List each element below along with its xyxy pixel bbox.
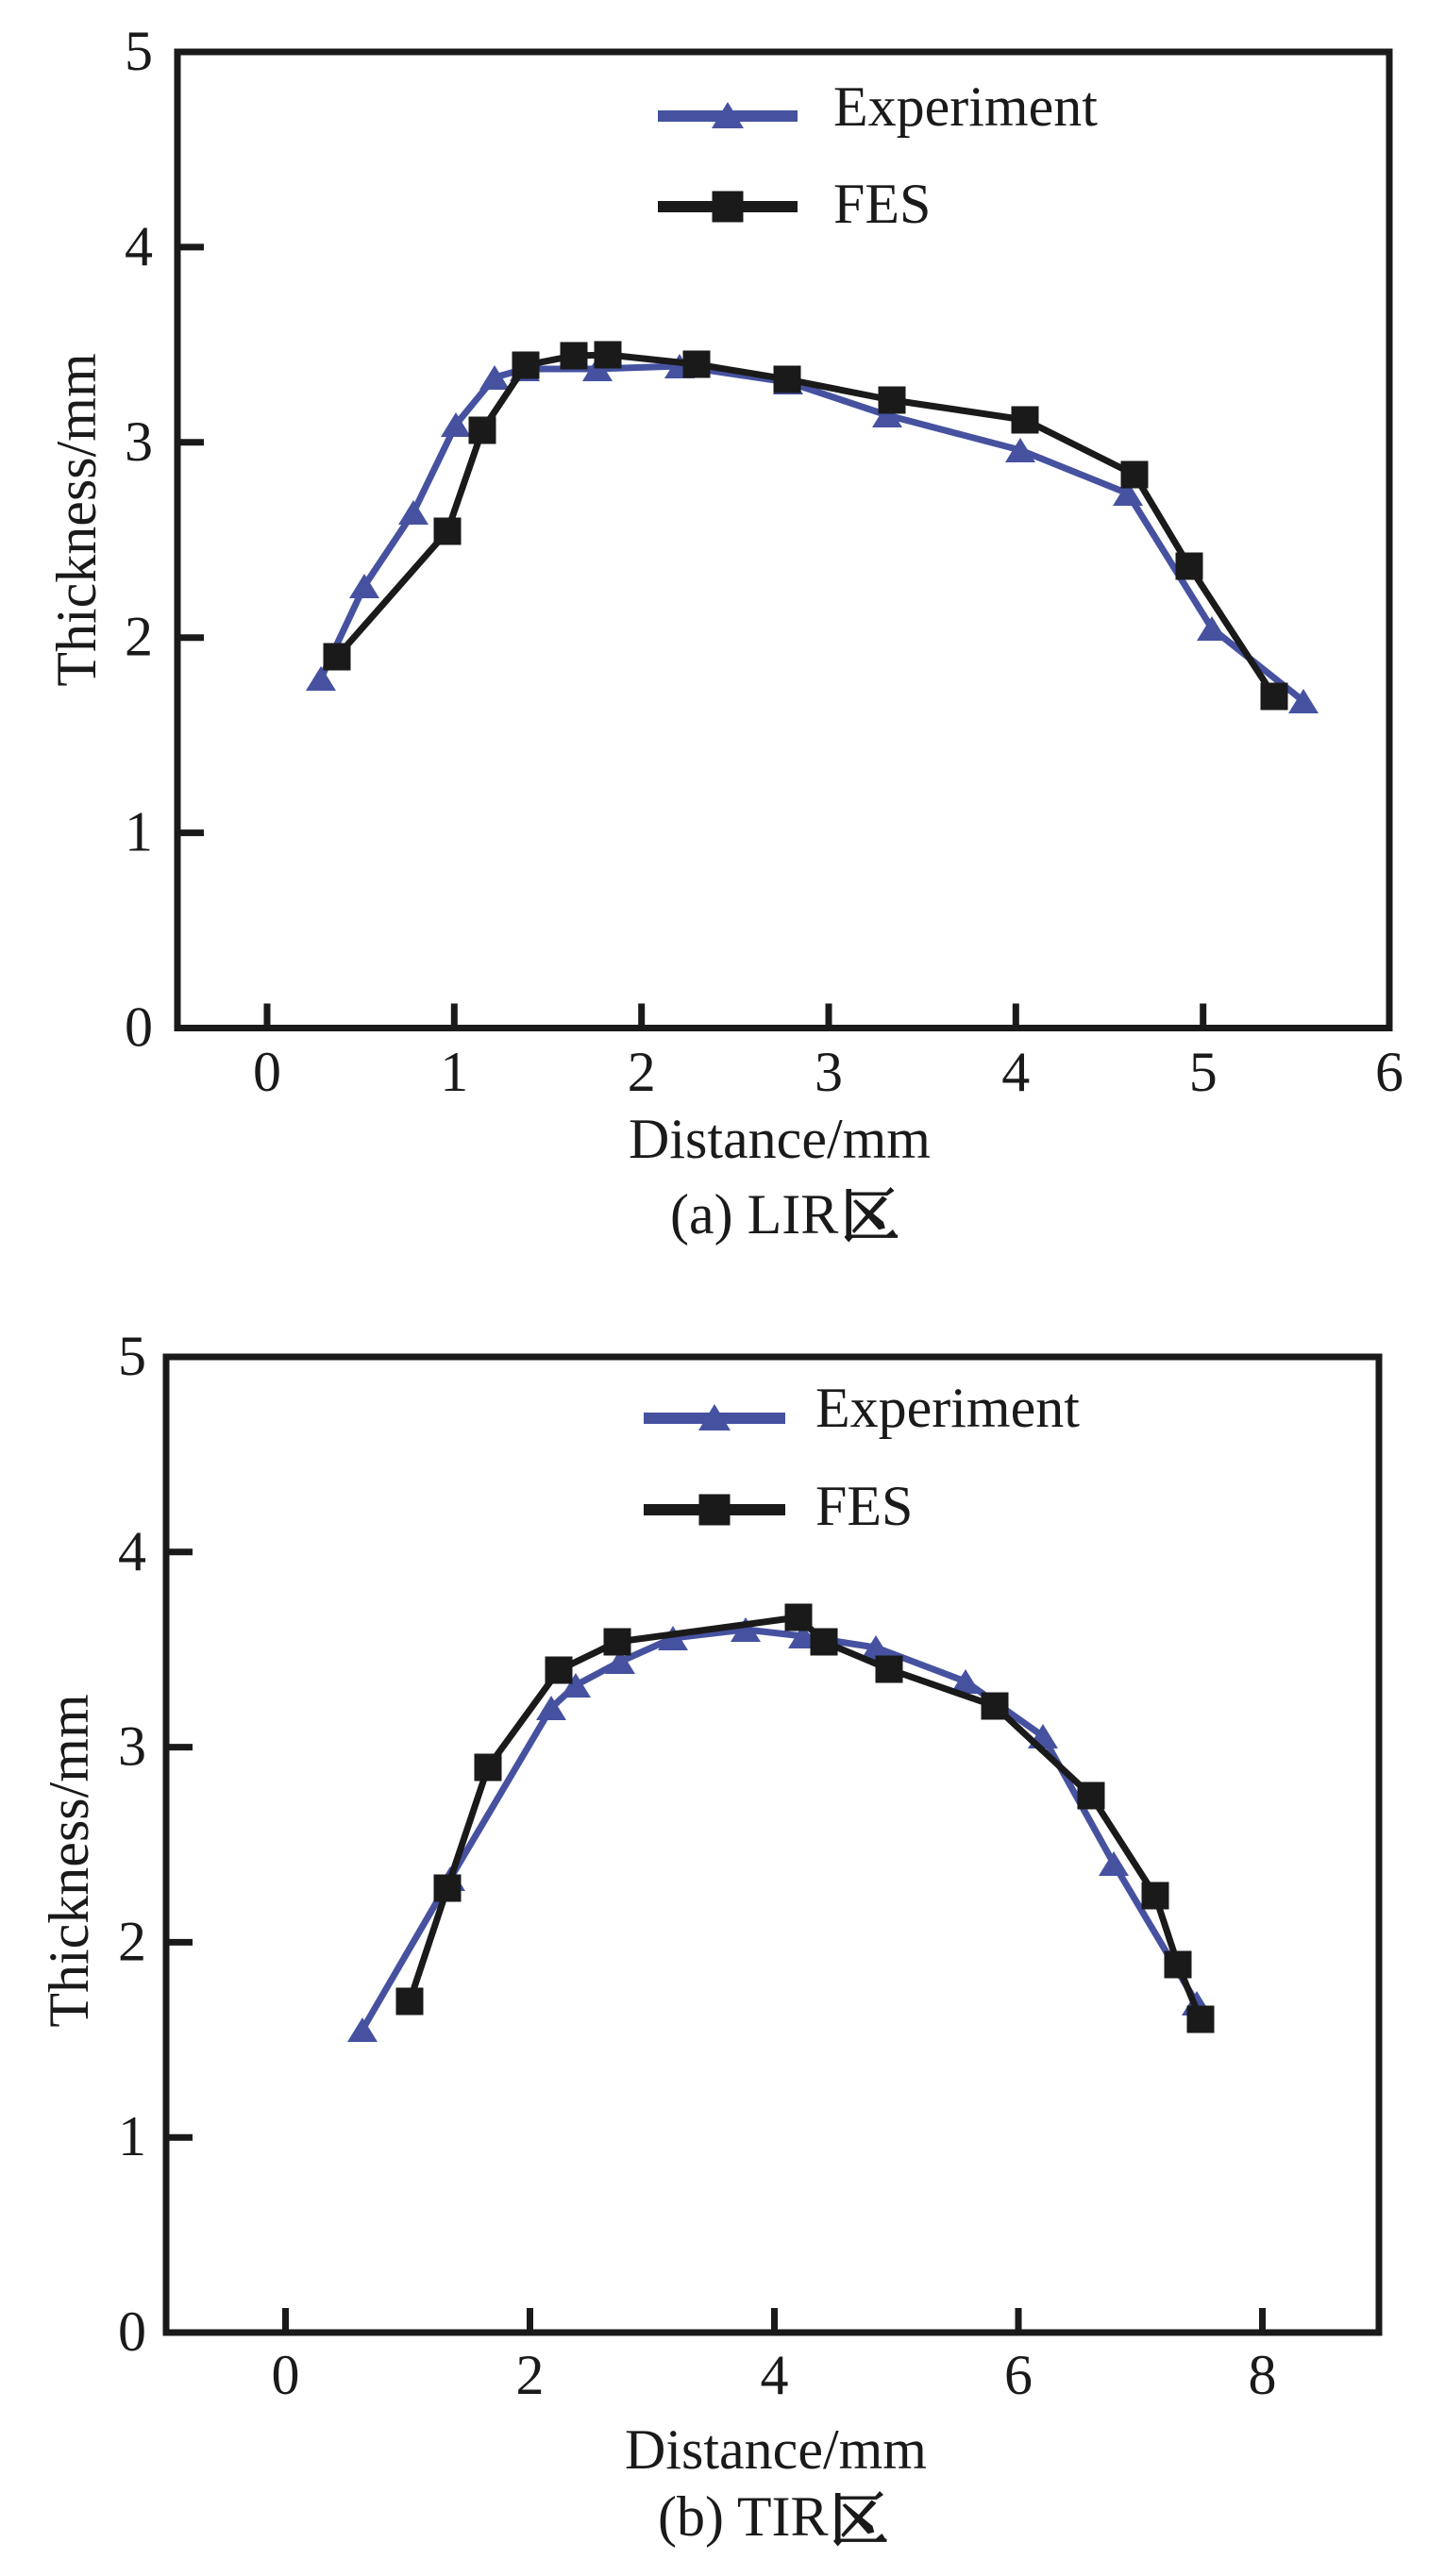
svg-text:1: 1: [440, 1041, 468, 1103]
svg-text:Thickness/mm: Thickness/mm: [38, 1694, 100, 2027]
svg-text:1: 1: [118, 2105, 146, 2167]
svg-text:0: 0: [118, 2300, 146, 2363]
svg-text:4: 4: [761, 2344, 789, 2406]
svg-text:2: 2: [118, 1910, 146, 1972]
svg-text:(b) TIR: (b) TIR: [658, 2485, 829, 2548]
svg-text:3: 3: [125, 410, 153, 473]
svg-text:3: 3: [815, 1041, 843, 1103]
svg-text:5: 5: [125, 20, 153, 82]
svg-text:0: 0: [125, 996, 153, 1059]
svg-text:6: 6: [1004, 2344, 1033, 2406]
svg-text:FES: FES: [815, 1475, 913, 1537]
svg-text:4: 4: [118, 1520, 146, 1582]
svg-text:4: 4: [125, 215, 153, 277]
svg-text:FES: FES: [833, 173, 931, 235]
svg-text:6: 6: [1375, 1041, 1403, 1103]
svg-text:Experiment: Experiment: [815, 1377, 1080, 1439]
svg-text:Distance/mm: Distance/mm: [629, 1108, 931, 1170]
svg-text:2: 2: [125, 606, 153, 668]
svg-text:(a) LIR: (a) LIR: [670, 1183, 838, 1246]
svg-text:1: 1: [125, 801, 153, 863]
svg-text:5: 5: [1189, 1041, 1218, 1103]
svg-text:Distance/mm: Distance/mm: [625, 2418, 927, 2481]
svg-text:0: 0: [253, 1041, 281, 1103]
svg-text:0: 0: [272, 2344, 300, 2406]
svg-text:2: 2: [516, 2344, 545, 2406]
svg-text:5: 5: [118, 1325, 146, 1387]
svg-text:3: 3: [118, 1715, 146, 1778]
svg-text:Experiment: Experiment: [833, 75, 1098, 138]
svg-text:4: 4: [1001, 1041, 1030, 1103]
svg-text:2: 2: [628, 1041, 656, 1103]
svg-text:8: 8: [1249, 2344, 1277, 2406]
svg-text:Thickness/mm: Thickness/mm: [45, 353, 108, 686]
